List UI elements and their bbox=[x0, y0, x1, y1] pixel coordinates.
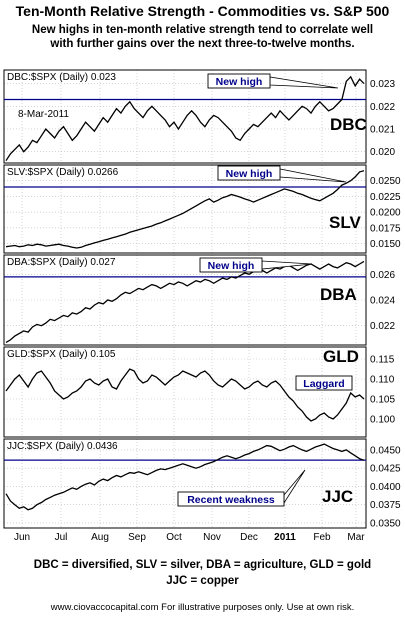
dba-ytick-label: 0.024 bbox=[370, 296, 395, 307]
slv-header: SLV:$SPX (Daily) 0.0266 bbox=[7, 167, 119, 178]
chart-title: Ten-Month Relative Strength - Commoditie… bbox=[15, 3, 390, 19]
jjc-panel-frame bbox=[3, 438, 367, 529]
gld-ytick-label: 0.105 bbox=[370, 395, 395, 406]
slv-ytick-label: 0.0200 bbox=[370, 208, 401, 219]
dbc-annotation-box bbox=[207, 73, 271, 89]
dbc-annotation-text: New high bbox=[216, 76, 263, 88]
x-axis-tick-label: 2011 bbox=[274, 532, 296, 543]
gld-header: GLD:$SPX (Daily) 0.105 bbox=[7, 349, 116, 360]
chart-subtitle-line-2: with further gains over the next three-t… bbox=[50, 38, 355, 50]
dbc-annotation-pointer bbox=[269, 76, 339, 89]
dbc-ytick-label: 0.022 bbox=[370, 102, 395, 113]
dba-ytick-label: 0.026 bbox=[370, 270, 395, 281]
slv-annotation-text: New high bbox=[226, 168, 273, 180]
ticker-legend-line-1: DBC = diversified, SLV = silver, DBA = a… bbox=[33, 559, 372, 571]
footer-disclaimer: www.ciovaccocapital.com For illustrative… bbox=[50, 602, 355, 613]
slv-panel-frame bbox=[3, 164, 367, 254]
gld-annotation-text: Laggard bbox=[303, 378, 344, 390]
jjc-ytick-label: 0.0375 bbox=[370, 500, 401, 511]
jjc-ytick-label: 0.0350 bbox=[370, 518, 401, 529]
dbc-ytick-label: 0.023 bbox=[370, 79, 395, 90]
dba-panel-frame bbox=[3, 254, 367, 346]
dbc-header: DBC:$SPX (Daily) 0.023 bbox=[7, 72, 116, 83]
slv-ticker-label: SLV bbox=[329, 213, 361, 232]
slv-ytick-label: 0.0150 bbox=[370, 239, 401, 250]
gld-panel-frame bbox=[3, 346, 367, 438]
slv-ytick-label: 0.0225 bbox=[370, 192, 401, 203]
chart-subtitle-line-1: New highs in ten-month relative strength… bbox=[31, 24, 374, 36]
x-axis-tick-label: Dec bbox=[240, 532, 258, 543]
dbc-ytick-label: 0.021 bbox=[370, 124, 395, 135]
dbc-panel-frame bbox=[3, 69, 367, 164]
dbc-date-label: 8-Mar-2011 bbox=[18, 109, 69, 120]
slv-ytick-label: 0.0175 bbox=[370, 223, 401, 234]
slv-annotation-pointer bbox=[279, 168, 347, 183]
x-axis-tick-label: Aug bbox=[91, 532, 109, 543]
jjc-ticker-label: JJC bbox=[322, 487, 353, 506]
x-axis-tick-label: Sep bbox=[128, 532, 146, 543]
gld-ytick-label: 0.110 bbox=[370, 375, 395, 386]
jjc-ytick-label: 0.0450 bbox=[370, 445, 401, 456]
dbc-ticker-label: DBC bbox=[330, 115, 367, 134]
x-axis-tick-label: Nov bbox=[203, 532, 221, 543]
x-axis-tick-label: Oct bbox=[166, 532, 182, 543]
dba-annotation-pointer bbox=[261, 260, 313, 270]
jjc-annotation-text: Recent weakness bbox=[187, 494, 275, 506]
x-axis-tick-label: Jul bbox=[55, 532, 68, 543]
dbc-ytick-label: 0.020 bbox=[370, 147, 395, 158]
slv-annotation-box bbox=[217, 165, 281, 181]
gld-annotation-box bbox=[295, 375, 353, 391]
jjc-ytick-label: 0.0425 bbox=[370, 464, 401, 475]
ticker-legend-line-2: JJC = copper bbox=[166, 575, 239, 587]
jjc-header: JJC:$SPX (Daily) 0.0436 bbox=[7, 441, 118, 452]
dbc-ratio-line bbox=[5, 75, 365, 162]
gld-ticker-label: GLD bbox=[323, 347, 359, 366]
slv-ratio-line bbox=[5, 170, 365, 249]
gld-ratio-line bbox=[5, 368, 365, 422]
dba-ratio-line bbox=[5, 260, 365, 343]
slv-ytick-label: 0.0250 bbox=[370, 176, 401, 187]
dba-ticker-label: DBA bbox=[320, 285, 357, 304]
jjc-annotation-box bbox=[177, 491, 285, 507]
x-axis-tick-label: Jun bbox=[14, 532, 30, 543]
x-axis-tick-label: Mar bbox=[347, 532, 365, 543]
jjc-ytick-label: 0.0400 bbox=[370, 482, 401, 493]
jjc-ratio-line bbox=[5, 443, 365, 511]
gld-ytick-label: 0.115 bbox=[370, 355, 395, 366]
gld-ytick-label: 0.100 bbox=[370, 415, 395, 426]
dba-annotation-text: New high bbox=[208, 260, 255, 272]
dba-header: DBA:$SPX (Daily) 0.027 bbox=[7, 257, 116, 268]
dba-ytick-label: 0.022 bbox=[370, 321, 395, 332]
x-axis-tick-label: Feb bbox=[313, 532, 331, 543]
dba-annotation-box bbox=[199, 257, 263, 273]
